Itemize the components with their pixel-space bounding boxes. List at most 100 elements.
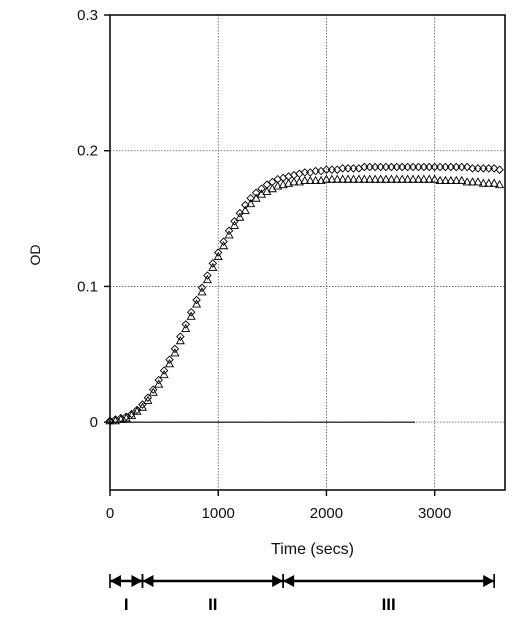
diamond-point xyxy=(241,200,250,210)
triangle-point xyxy=(327,174,337,183)
triangle-point xyxy=(462,177,472,186)
diamond-point xyxy=(197,283,207,293)
triangle-point xyxy=(332,174,342,183)
triangle-point xyxy=(170,348,180,357)
triangle-point xyxy=(154,379,164,388)
diamond-point xyxy=(403,162,412,172)
x-tick-label: 0 xyxy=(106,505,114,522)
triangle-point xyxy=(175,335,185,345)
diamond-point xyxy=(186,307,196,317)
triangle-point xyxy=(430,174,440,183)
x-tick-label: 3000 xyxy=(418,505,451,522)
phase-label: III xyxy=(382,595,396,614)
y-tick-label: 0 xyxy=(90,414,98,431)
triangle-point xyxy=(137,402,148,411)
triangle-point xyxy=(164,359,175,368)
x-tick-label: 2000 xyxy=(310,505,343,522)
triangle-point xyxy=(467,177,478,186)
triangle-point xyxy=(294,177,304,186)
triangle-point xyxy=(116,414,126,423)
diamond-point xyxy=(387,162,396,172)
triangle-point xyxy=(419,174,429,183)
diamond-point xyxy=(435,162,445,172)
triangle-point xyxy=(192,299,202,308)
diamond-point xyxy=(484,164,494,173)
triangle-point xyxy=(435,175,445,185)
diamond-point xyxy=(343,164,353,173)
triangle-point xyxy=(273,181,283,190)
diamond-point xyxy=(246,193,255,203)
triangle-point xyxy=(208,262,218,271)
triangle-point xyxy=(392,174,402,183)
diamond-point xyxy=(327,165,337,174)
diamond-point xyxy=(441,162,450,172)
triangle-point xyxy=(186,311,196,320)
diamond-point xyxy=(457,162,466,172)
phase-label: II xyxy=(208,595,217,614)
tick-labels: 0 1000 2000 3000 0 0.1 0.2 0.3 xyxy=(77,7,451,522)
diamond-point xyxy=(425,162,434,172)
triangle-point xyxy=(127,410,137,419)
diamond-point xyxy=(154,375,163,385)
triangle-point xyxy=(424,174,434,183)
triangle-point xyxy=(311,175,321,185)
triangle-point xyxy=(224,230,234,239)
y-tick-label: 0.3 xyxy=(77,7,98,24)
plot-frame xyxy=(109,14,506,491)
triangle-point xyxy=(321,174,332,183)
diamond-point xyxy=(419,162,429,172)
triangle-point xyxy=(473,177,483,186)
arrow-head xyxy=(283,575,295,587)
diamond-point xyxy=(121,412,131,421)
triangle-point xyxy=(343,174,353,183)
triangle-point xyxy=(219,240,229,250)
triangle-point xyxy=(359,174,369,183)
triangle-point xyxy=(386,174,396,183)
triangle-point xyxy=(495,179,505,189)
diamond-point xyxy=(392,162,402,172)
triangle-point xyxy=(197,287,207,296)
triangle-point xyxy=(213,251,223,261)
diamond-point xyxy=(213,248,223,257)
triangle-point xyxy=(159,369,169,379)
triangle-point xyxy=(300,175,310,185)
y-tick-label: 0.2 xyxy=(77,143,98,160)
triangle-point xyxy=(457,175,467,185)
diamond-point xyxy=(224,226,234,236)
diamond-point xyxy=(149,385,158,394)
x-tick-label: 1000 xyxy=(202,505,235,522)
triangle-point xyxy=(348,174,359,183)
triangle-point xyxy=(338,174,348,183)
arrow-head xyxy=(110,575,121,587)
x-axis-title: Time (secs) xyxy=(271,541,354,558)
triangle-point xyxy=(370,174,380,183)
diamond-point xyxy=(408,162,418,172)
triangle-point xyxy=(240,205,250,214)
axis-ticks xyxy=(104,14,436,496)
triangle-point xyxy=(354,174,364,183)
diamond-point xyxy=(349,164,358,173)
triangle-point xyxy=(478,178,488,187)
triangle-point xyxy=(229,220,240,229)
diamond-point xyxy=(208,259,218,268)
diamond-point xyxy=(376,162,385,172)
triangle-point xyxy=(397,174,407,183)
diamond-point xyxy=(479,164,488,173)
diamond-point xyxy=(473,164,483,173)
arrow-head xyxy=(272,575,284,587)
triangle-point xyxy=(451,175,461,185)
diamond-point xyxy=(452,162,461,172)
triangle-point xyxy=(246,198,256,208)
triangle-point xyxy=(132,406,142,415)
diamond-point xyxy=(170,344,180,354)
diamond-point xyxy=(203,271,212,280)
triangle-point xyxy=(289,177,299,186)
triangle-point xyxy=(375,174,386,183)
y-tick-label: 0.1 xyxy=(77,278,98,295)
triangle-point xyxy=(105,416,115,425)
y-axis-title: OD xyxy=(27,245,43,266)
triangle-point xyxy=(365,174,375,183)
diamond-point xyxy=(414,162,423,172)
diamond-point xyxy=(446,162,456,172)
triangle-point xyxy=(181,323,191,332)
